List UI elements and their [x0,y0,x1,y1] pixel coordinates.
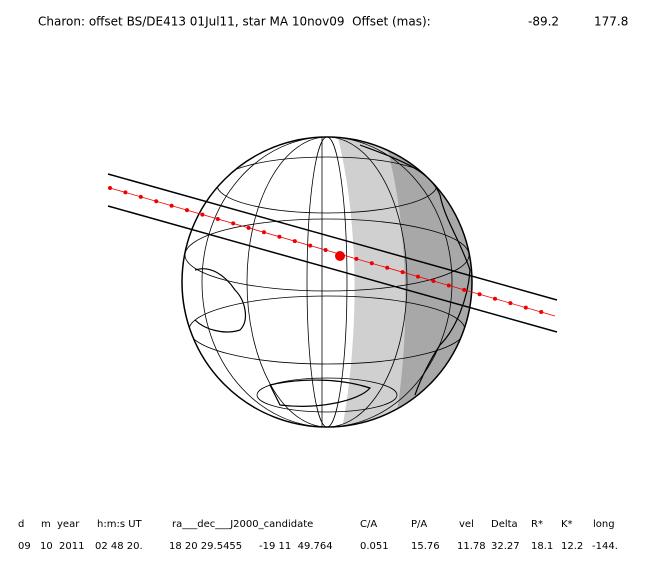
time-marker [323,248,328,253]
time-marker [539,310,544,315]
time-marker [200,212,205,217]
title: Charon: offset BS/DE413 01Jul11, star MA… [38,15,431,29]
column-header: C/A [360,519,377,530]
table-cell: 10 [40,541,53,552]
table-cell: 12.2 [561,541,583,552]
table-cell: 18.1 [531,541,553,552]
column-header: Delta [491,519,518,530]
time-marker [493,296,497,301]
globe-outline [181,136,473,428]
time-marker [185,208,189,213]
column-header: vel [459,519,474,530]
time-marker [462,287,467,292]
time-marker [369,261,374,266]
event-table: d m year h:m:s UT ra___dec___J2000_candidate… [18,519,618,552]
table-cell: -144. [592,541,618,552]
table-cell: 15.76 [411,541,440,552]
table-cell: 32.27 [491,541,520,552]
time-marker [138,194,143,199]
table-cell: 11.78 [457,541,486,552]
column-header: year [57,519,80,530]
table-cell: -19 11 49.764 [259,541,333,552]
time-marker [523,305,528,310]
offset-y: 177.8 [594,15,628,29]
time-marker [446,283,451,288]
time-marker [246,225,251,230]
time-marker [215,217,220,222]
time-marker [354,256,359,261]
column-header: ra___dec___J2000_candidate [172,519,313,530]
time-marker [154,199,159,204]
time-marker [431,279,436,284]
time-marker [292,239,297,244]
time-marker [169,203,174,208]
table-cell: 2011 [59,541,84,552]
time-marker [508,301,513,306]
shadow-path [107,173,558,333]
table-cell: 18 20 29.5455 [169,541,242,552]
time-marker [308,243,313,248]
time-marker [400,270,405,275]
column-header: h:m:s UT [97,519,143,530]
time-marker [123,190,128,195]
column-header: P/A [411,519,427,530]
column-header: R* [531,519,543,530]
offset-x: -89.2 [528,15,559,29]
time-marker [477,292,482,297]
time-marker [416,274,420,279]
table-cell: 0.051 [360,541,389,552]
time-marker [385,265,390,270]
column-header: K* [561,519,573,530]
column-header: d [18,519,24,530]
time-marker [231,221,236,226]
time-marker [262,230,266,235]
time-marker [277,234,282,239]
table-cell: 09 [18,541,31,552]
time-marker [108,186,112,190]
column-header: m [41,519,51,530]
table-cell: 02 48 20. [95,541,143,552]
column-header: long [593,519,615,530]
